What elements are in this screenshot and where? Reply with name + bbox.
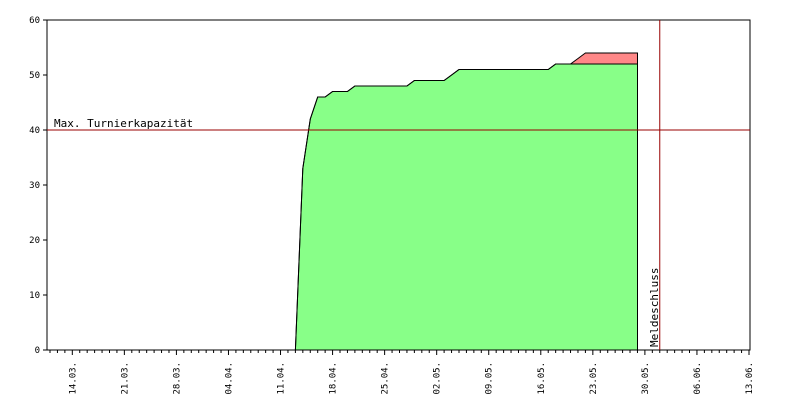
y-tick-label: 50 bbox=[29, 71, 40, 81]
x-tick-label: 30.05. bbox=[641, 362, 651, 395]
y-tick-label: 60 bbox=[29, 16, 40, 26]
x-tick-label: 18.04. bbox=[329, 362, 339, 395]
y-tick-label: 30 bbox=[29, 181, 40, 191]
y-tick-label: 0 bbox=[35, 346, 40, 356]
x-tick-label: 21.03. bbox=[120, 362, 130, 395]
x-tick-label: 06.06. bbox=[693, 362, 703, 395]
x-tick-label: 13.06. bbox=[745, 362, 755, 395]
y-tick-label: 20 bbox=[29, 236, 40, 246]
x-tick-label: 14.03. bbox=[68, 362, 78, 395]
x-tick-label: 09.05. bbox=[485, 362, 495, 395]
x-tick-label: 25.04. bbox=[381, 362, 391, 395]
deadline-label: Meldeschluss bbox=[648, 268, 661, 347]
x-tick-label: 04.04. bbox=[224, 362, 234, 395]
y-tick-label: 10 bbox=[29, 291, 40, 301]
y-tick-label: 40 bbox=[29, 126, 40, 136]
capacity-label: Max. Turnierkapazität bbox=[54, 117, 193, 130]
x-tick-label: 23.05. bbox=[589, 362, 599, 395]
x-tick-label: 28.03. bbox=[172, 362, 182, 395]
area bbox=[50, 63, 638, 351]
x-tick-label: 16.05. bbox=[537, 362, 547, 395]
x-tick-label: 11.04. bbox=[277, 362, 287, 395]
x-tick-label: 02.05. bbox=[433, 362, 443, 395]
